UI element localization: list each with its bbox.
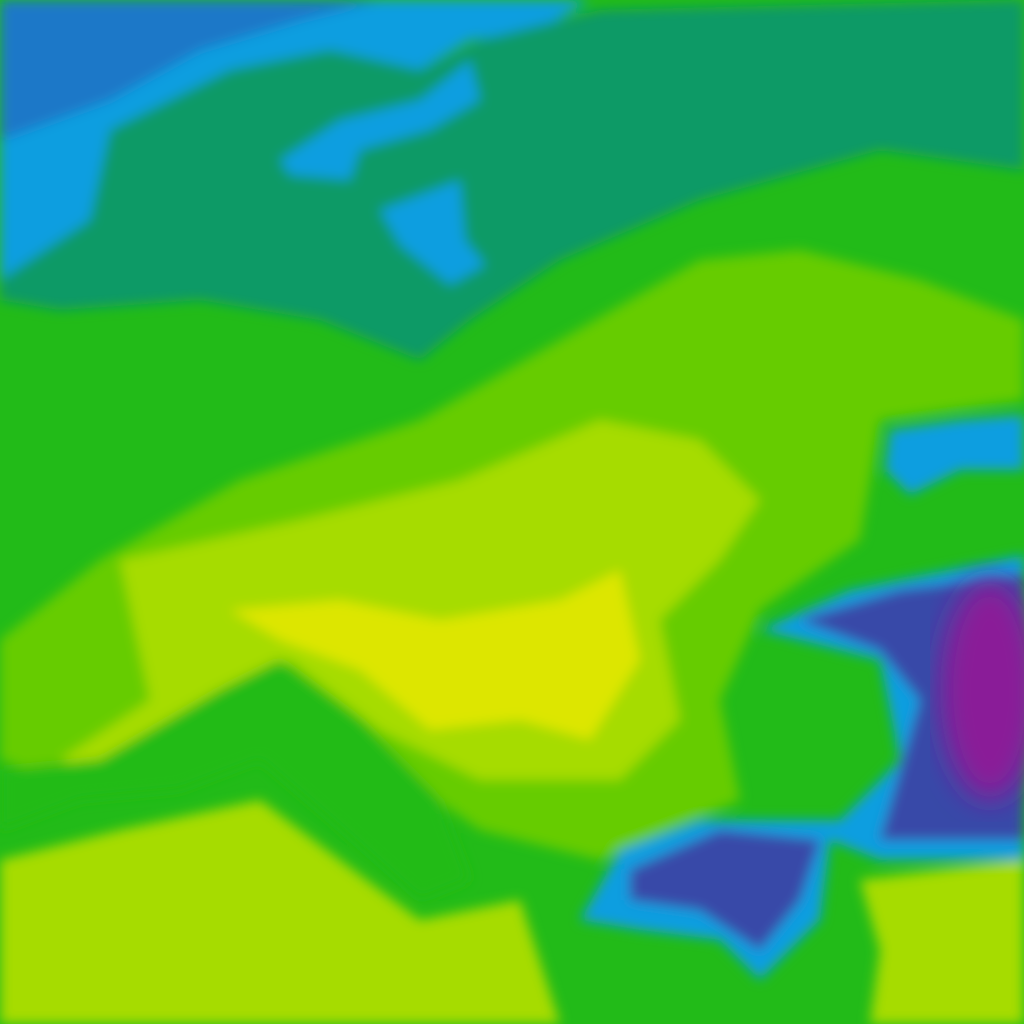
- region-indigo: [630, 575, 1024, 950]
- region-blue-patch: [885, 415, 1024, 495]
- region-bottom-left: [0, 800, 560, 1024]
- lake-2: [380, 180, 485, 285]
- region-deep-blue: [0, 0, 380, 140]
- lake-1: [280, 60, 480, 180]
- region-yellow: [230, 570, 640, 740]
- region-purple: [940, 580, 1024, 800]
- region-teal: [0, 0, 1024, 360]
- region-bottom-right: [860, 860, 1024, 1024]
- band-green: [0, 660, 470, 900]
